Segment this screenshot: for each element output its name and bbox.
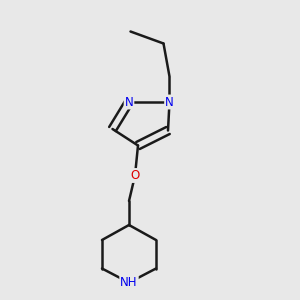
Text: NH: NH	[120, 276, 138, 289]
Text: N: N	[165, 95, 174, 109]
Text: N: N	[124, 95, 134, 109]
Text: O: O	[130, 169, 140, 182]
